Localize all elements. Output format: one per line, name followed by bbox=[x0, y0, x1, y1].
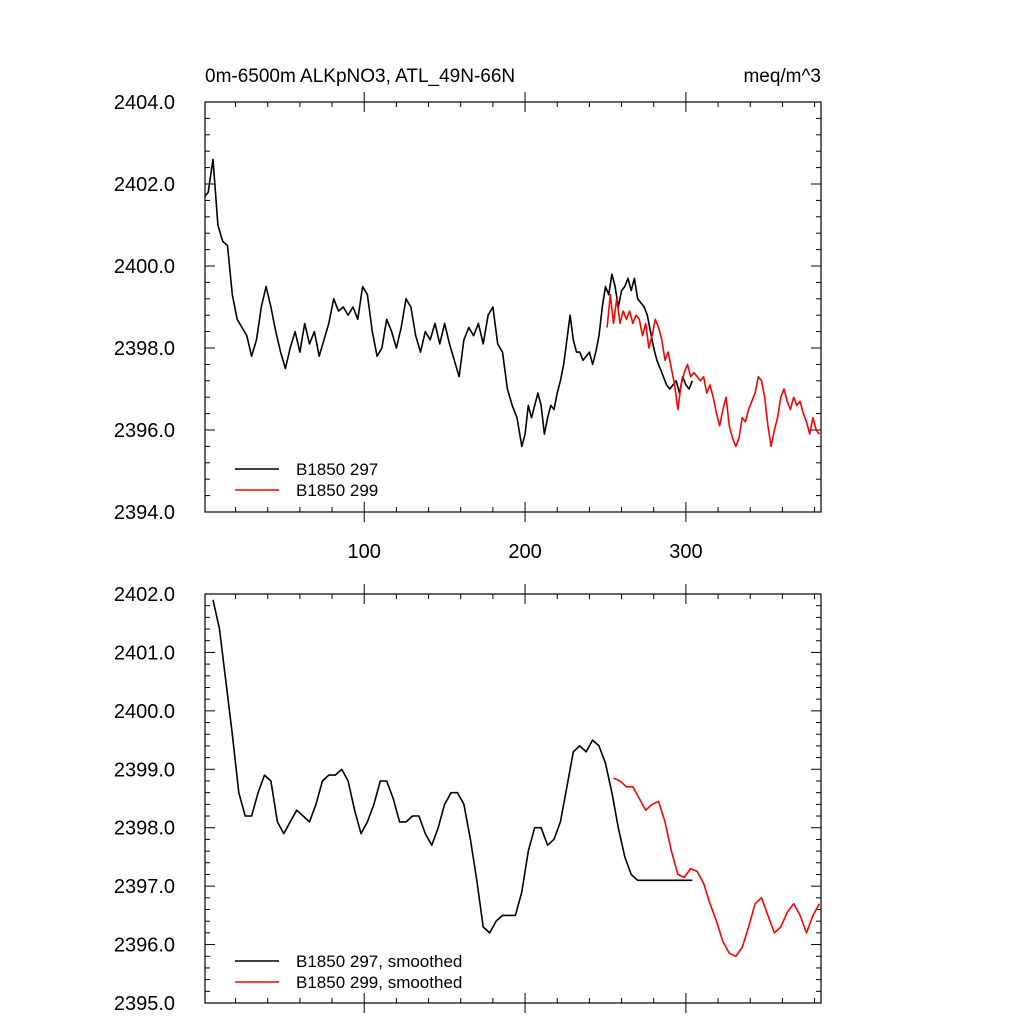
y-tick-label: 2394.0 bbox=[114, 502, 175, 524]
x-tick-label: 200 bbox=[508, 541, 541, 563]
y-tick-label: 2402.0 bbox=[114, 584, 175, 606]
y-tick-label: 2400.0 bbox=[114, 701, 175, 723]
plot-frame bbox=[204, 101, 822, 513]
y-tick-label: 2402.0 bbox=[114, 174, 175, 196]
series-line-297 bbox=[204, 158, 694, 448]
series-line-299 bbox=[613, 777, 821, 958]
y-tick-label: 2395.0 bbox=[114, 993, 175, 1015]
y-tick-label: 2404.0 bbox=[114, 92, 175, 114]
series-line-299 bbox=[606, 293, 821, 448]
title-right: meq/m^3 bbox=[743, 66, 821, 87]
series-line-297 bbox=[212, 599, 693, 934]
title-left: 0m-6500m ALKpNO3, ATL_49N-66N bbox=[205, 66, 515, 87]
top-legend: B1850 297 B1850 299 bbox=[235, 460, 378, 500]
legend-label-299-smoothed: B1850 299, smoothed bbox=[296, 973, 462, 992]
bottom-panel: 2395.0 2396.0 2397.0 2398.0 2399.0 2400.0 2401… bbox=[114, 584, 822, 1015]
y-tick-label: 2397.0 bbox=[114, 876, 175, 898]
top-panel: 2394.0 2396.0 2398.0 2400.0 2402.0 2404.0 100 2… bbox=[114, 92, 822, 563]
x-tick-label: 300 bbox=[669, 541, 702, 563]
y-tick-label: 2401.0 bbox=[114, 642, 175, 664]
y-tick-label: 2396.0 bbox=[114, 420, 175, 442]
y-tick-label: 2398.0 bbox=[114, 338, 175, 360]
legend-label-297: B1850 297 bbox=[296, 460, 378, 479]
legend-label-299: B1850 299 bbox=[296, 481, 378, 500]
y-tick-label: 2398.0 bbox=[114, 818, 175, 840]
y-tick-label: 2399.0 bbox=[114, 759, 175, 781]
plot-frame bbox=[204, 593, 822, 1004]
x-tick-label: 100 bbox=[348, 541, 381, 563]
bottom-legend: B1850 297, smoothed B1850 299, smoothed bbox=[235, 952, 462, 992]
y-tick-label: 2400.0 bbox=[114, 256, 175, 278]
y-tick-label: 2396.0 bbox=[114, 935, 175, 957]
legend-label-297-smoothed: B1850 297, smoothed bbox=[296, 952, 462, 971]
